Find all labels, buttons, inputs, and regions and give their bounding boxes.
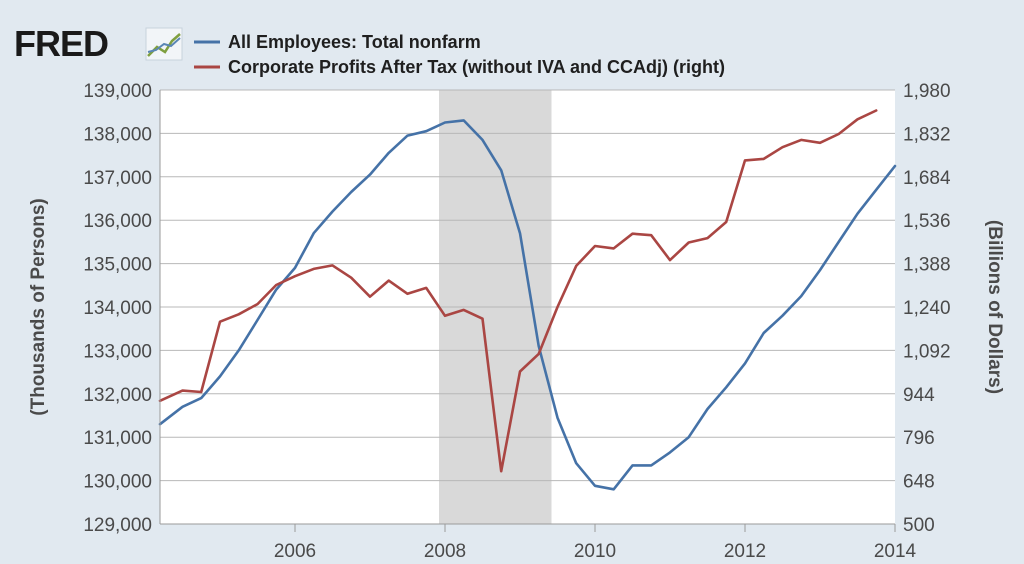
legend-label-profits[interactable]: Corporate Profits After Tax (without IVA…	[228, 57, 725, 77]
legend: All Employees: Total nonfarm Corporate P…	[194, 32, 725, 77]
y-right-tick-label: 1,980	[903, 81, 951, 102]
y-right-tick-label: 796	[903, 428, 935, 449]
y-right-tick-label: 1,092	[903, 341, 951, 362]
fred-logo-text: FRED	[14, 23, 108, 64]
legend-label-employees[interactable]: All Employees: Total nonfarm	[228, 32, 481, 52]
y-right-tick-label: 1,536	[903, 211, 951, 232]
y-right-axis-title: (Billions of Dollars)	[984, 220, 1005, 394]
y-left-axis-title: (Thousands of Persons)	[28, 198, 49, 415]
y-left-tick-label: 139,000	[83, 81, 152, 102]
y-left-tick-label: 134,000	[83, 298, 152, 319]
y-left-tick-label: 137,000	[83, 168, 152, 189]
x-tick-label: 2014	[874, 541, 917, 562]
y-left-tick-label: 130,000	[83, 472, 152, 493]
x-tick-label: 2010	[574, 541, 616, 562]
y-left-tick-label: 129,000	[83, 515, 152, 536]
y-left-tick-label: 131,000	[83, 428, 152, 449]
axes: 129,000 130,000 131,000 132,000 133,000 134,0…	[83, 81, 951, 562]
y-right-tick-label: 648	[903, 472, 935, 493]
y-right-tick-label: 1,832	[903, 124, 951, 145]
x-tick-label: 2012	[724, 541, 766, 562]
y-left-tick-label: 135,000	[83, 255, 152, 276]
x-tick-label: 2008	[424, 541, 466, 562]
y-left-tick-label: 138,000	[83, 124, 152, 145]
y-right-tick-label: 1,240	[903, 298, 951, 319]
y-left-tick-label: 132,000	[83, 385, 152, 406]
y-right-tick-label: 944	[903, 385, 935, 406]
x-tick-label: 2006	[274, 541, 316, 562]
y-left-tick-label: 133,000	[83, 341, 152, 362]
series-line-employees	[158, 119, 897, 491]
y-right-tick-label: 1,388	[903, 255, 951, 276]
y-right-tick-label: 500	[903, 515, 935, 536]
series-lines	[158, 109, 897, 491]
line-graph-icon	[145, 27, 183, 61]
y-right-tick-label: 1,684	[903, 168, 951, 189]
fred-logo: FRED	[14, 23, 183, 64]
series-line-profits	[158, 109, 878, 473]
y-left-tick-label: 136,000	[83, 211, 152, 232]
